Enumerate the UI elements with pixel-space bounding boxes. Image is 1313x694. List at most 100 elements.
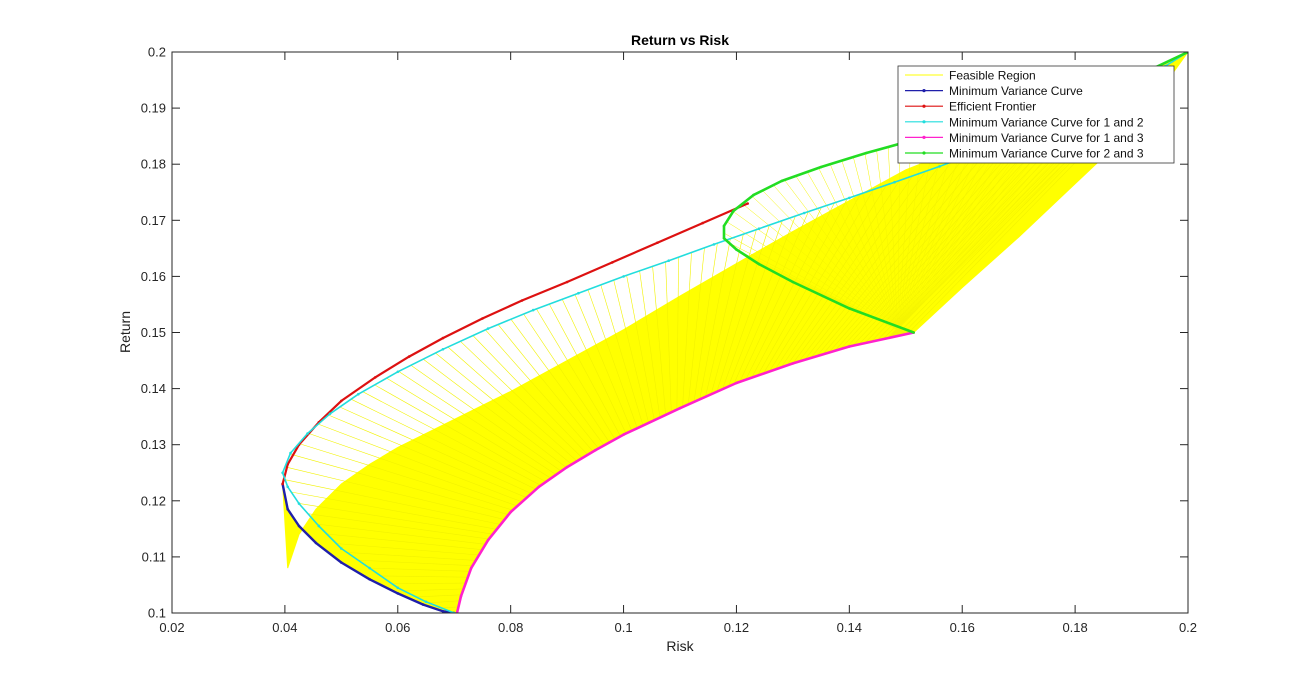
data-point xyxy=(757,262,761,266)
y-tick-label: 0.11 xyxy=(142,549,166,564)
feasible-hatch-line xyxy=(298,443,513,511)
feasible-hatch-line xyxy=(896,140,912,337)
feasible-hatch-line xyxy=(897,143,901,337)
feasible-hatch-line xyxy=(739,207,822,383)
feasible-hatch-line xyxy=(676,257,679,410)
feasible-hatch-line xyxy=(428,600,460,604)
feasible-hatch-line xyxy=(358,559,473,566)
feasible-hatch-line xyxy=(307,432,518,507)
feasible-hatch-line xyxy=(510,319,605,446)
data-point xyxy=(656,241,659,244)
feasible-hatch-line xyxy=(472,335,589,456)
chart-title: Return vs Risk xyxy=(631,32,729,48)
data-point xyxy=(297,502,301,505)
legend-label-minimum-variance-curve: Minimum Variance Curve xyxy=(949,84,1083,98)
data-point xyxy=(509,510,512,514)
feasible-hatch-line xyxy=(536,308,616,440)
data-point xyxy=(424,600,428,604)
feasible-hatch-line xyxy=(380,575,468,578)
feasible-hatch-line xyxy=(447,346,578,462)
feasible-hatch-line xyxy=(773,184,903,336)
feasible-hatch-line xyxy=(784,179,903,336)
feasible-hatch-line xyxy=(841,160,901,336)
feasible-hatch-line xyxy=(574,294,632,431)
feasible-hatch-line xyxy=(727,215,796,387)
feasible-hatch-line xyxy=(339,406,532,494)
feasible-hatch-line xyxy=(392,582,466,585)
data-point xyxy=(893,180,896,184)
data-point xyxy=(722,224,726,228)
data-point xyxy=(340,561,343,564)
data-point xyxy=(297,524,301,528)
y-tick-label: 0.12 xyxy=(141,493,166,508)
feasible-hatch-line xyxy=(398,371,557,475)
data-point xyxy=(537,485,541,489)
feasible-hatch-line xyxy=(316,523,486,545)
x-tick-label: 0.02 xyxy=(159,620,184,635)
data-point xyxy=(565,465,569,469)
data-point xyxy=(722,237,726,240)
data-point xyxy=(421,603,425,606)
feasible-hatch-line xyxy=(726,221,906,335)
feasible-hatch-line xyxy=(828,137,1016,353)
feasible-hatch-line xyxy=(285,479,501,525)
data-point xyxy=(373,376,377,379)
legend-marker xyxy=(922,89,926,93)
x-tick-label: 0.12 xyxy=(724,620,749,635)
feasible-hatch-line xyxy=(600,284,644,426)
legend-marker xyxy=(922,151,926,155)
feasible-hatch-line xyxy=(626,275,655,421)
data-point xyxy=(486,538,490,542)
feasible-hatch-line xyxy=(587,289,638,429)
feasible-hatch-line xyxy=(326,533,483,550)
feasible-hatch-line xyxy=(369,567,471,572)
y-tick-label: 0.2 xyxy=(148,45,166,60)
feasible-hatch-line xyxy=(733,211,809,385)
data-point xyxy=(396,592,400,595)
data-point xyxy=(819,165,823,169)
data-point xyxy=(865,151,868,155)
x-axis-label: Risk xyxy=(666,638,694,654)
feasible-hatch-line xyxy=(806,171,902,336)
feasible-hatch-line xyxy=(682,252,692,408)
feasible-hatch-line xyxy=(896,134,936,337)
data-point xyxy=(286,485,290,489)
data-point xyxy=(732,209,735,213)
data-point xyxy=(314,541,318,545)
feasible-hatch-line xyxy=(792,166,939,364)
data-point xyxy=(594,449,597,452)
data-point xyxy=(459,594,463,598)
feasible-hatch-line xyxy=(822,142,1004,355)
axes-layer: 0.02 0.04 0.06 0.08 0.1 0.12 0.14 0.16 0.18 0.2 0.… xyxy=(141,45,1197,636)
feasible-hatch-line xyxy=(853,156,900,336)
data-point xyxy=(667,259,670,263)
data-point xyxy=(622,275,625,278)
feasible-hatch-line xyxy=(307,513,489,540)
feasible-hatch-line xyxy=(485,329,594,452)
legend-label-feasible-region: Feasible Region xyxy=(949,69,1036,83)
data-point xyxy=(791,280,795,284)
data-point xyxy=(622,433,625,436)
data-point xyxy=(912,331,915,334)
feasible-hatch-line xyxy=(864,153,900,336)
feasible-hatch-line xyxy=(284,466,505,520)
y-tick-label: 0.1 xyxy=(148,606,166,621)
feasible-hatch-line xyxy=(763,189,874,374)
data-point xyxy=(469,566,473,570)
feasible-hatch-line xyxy=(374,384,547,483)
data-point xyxy=(802,211,806,215)
y-axis-label: Return xyxy=(117,311,133,353)
feasible-hatch-line xyxy=(403,588,464,592)
data-point xyxy=(441,336,445,340)
feasible-hatch-line xyxy=(895,131,948,337)
data-point xyxy=(368,566,371,570)
feasible-hatch-line xyxy=(328,414,527,498)
legend-label-efficient-frontier: Efficient Frontier xyxy=(949,100,1036,114)
data-point xyxy=(281,482,284,486)
feasible-hatch-line xyxy=(410,364,562,472)
x-tick-label: 0.1 xyxy=(615,620,633,635)
data-point xyxy=(848,196,851,200)
feasible-hatch-line xyxy=(774,180,900,370)
feasible-hatch-line xyxy=(386,377,552,479)
